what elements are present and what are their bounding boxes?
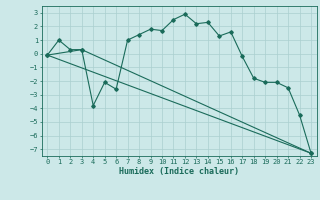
X-axis label: Humidex (Indice chaleur): Humidex (Indice chaleur)	[119, 167, 239, 176]
